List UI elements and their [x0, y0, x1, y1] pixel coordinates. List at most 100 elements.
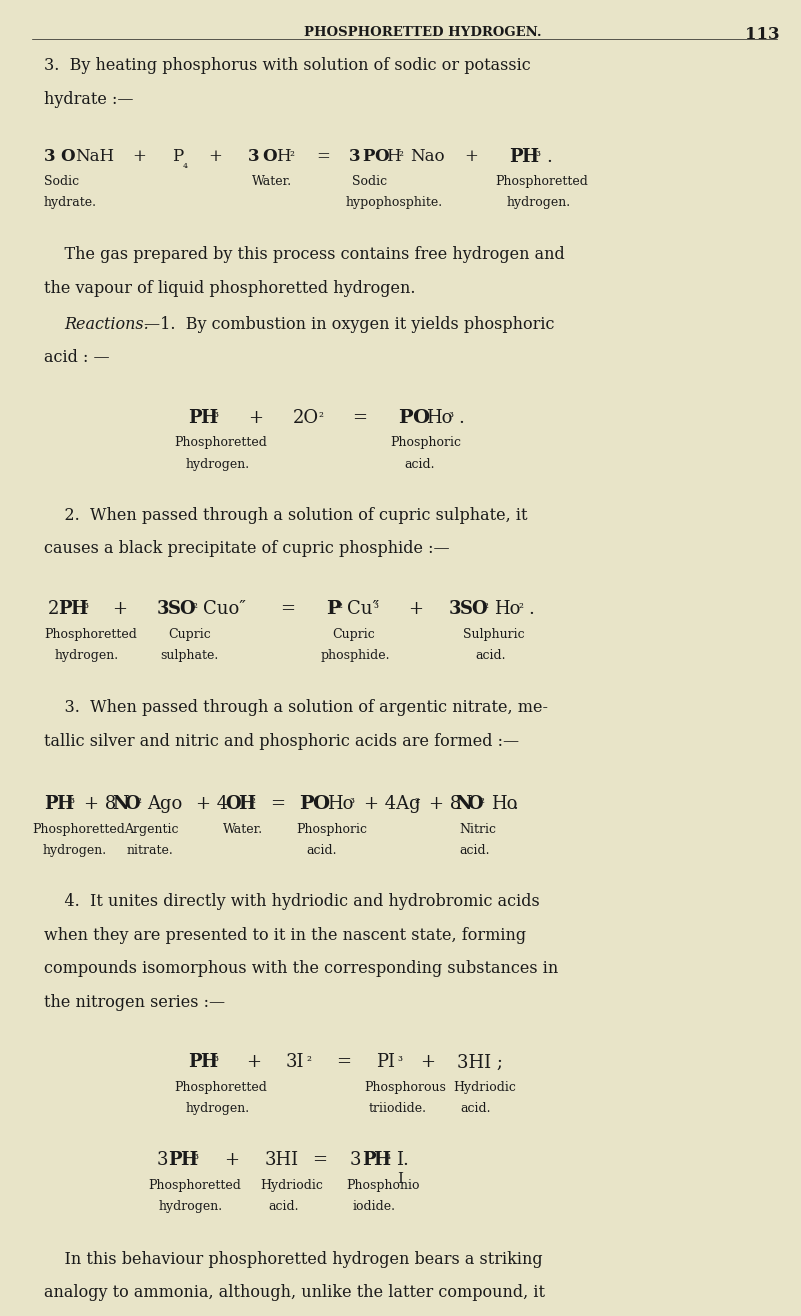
Text: ₃: ₃ — [83, 597, 88, 611]
Text: O: O — [471, 600, 487, 619]
Text: =: = — [352, 409, 368, 426]
Text: iodide.: iodide. — [352, 1200, 396, 1213]
Text: .: . — [458, 409, 464, 426]
Text: P: P — [58, 600, 72, 619]
Text: 2O: 2O — [292, 409, 319, 426]
Text: 3: 3 — [44, 149, 56, 166]
Text: ₃: ₃ — [194, 1149, 199, 1162]
Text: Sodic: Sodic — [352, 175, 388, 188]
Text: .: . — [513, 795, 518, 813]
Text: ₄: ₄ — [183, 158, 187, 171]
Text: P: P — [300, 795, 314, 813]
Text: Phosphoretted: Phosphoretted — [148, 1179, 241, 1192]
Text: Hydriodic: Hydriodic — [260, 1179, 323, 1192]
Text: ₃: ₃ — [373, 597, 378, 611]
Text: P: P — [188, 1053, 202, 1071]
Text: 3: 3 — [449, 600, 461, 619]
Text: hydrogen.: hydrogen. — [54, 649, 119, 662]
Text: ₂: ₂ — [337, 597, 342, 611]
Text: hydrogen.: hydrogen. — [186, 1103, 250, 1116]
Text: H: H — [200, 409, 217, 426]
Text: 3.  When passed through a solution of argentic nitrate, me-: 3. When passed through a solution of arg… — [44, 699, 548, 716]
Text: S: S — [168, 600, 181, 619]
Text: Sodic: Sodic — [44, 175, 79, 188]
Text: =: = — [316, 149, 330, 166]
Text: =: = — [336, 1053, 352, 1071]
Text: O: O — [179, 600, 195, 619]
Text: Nitric: Nitric — [459, 822, 496, 836]
Text: 3: 3 — [156, 1152, 167, 1170]
Text: + 4: + 4 — [196, 795, 228, 813]
Text: Phosphoretted: Phosphoretted — [32, 822, 125, 836]
Text: ₃: ₃ — [214, 1051, 219, 1063]
Text: H: H — [386, 149, 400, 166]
Text: P: P — [398, 409, 413, 426]
Text: ₂: ₂ — [192, 597, 197, 611]
Text: acid.: acid. — [461, 1103, 491, 1116]
Text: Phosphoretted: Phosphoretted — [44, 628, 137, 641]
Text: ₂: ₂ — [306, 1051, 311, 1063]
Text: hydrogen.: hydrogen. — [42, 844, 107, 857]
Text: acid.: acid. — [476, 649, 506, 662]
Text: O: O — [124, 795, 140, 813]
Text: Argentic: Argentic — [124, 822, 179, 836]
Text: Phosphoric: Phosphoric — [296, 822, 368, 836]
Text: when they are presented to it in the nascent state, forming: when they are presented to it in the nas… — [44, 926, 526, 944]
Text: Ho: Ho — [494, 600, 521, 619]
Text: ₂: ₂ — [136, 792, 141, 805]
Text: acid.: acid. — [307, 844, 337, 857]
Text: +: + — [409, 600, 424, 619]
Text: analogy to ammonia, although, unlike the latter compound, it: analogy to ammonia, although, unlike the… — [44, 1284, 545, 1302]
Text: +: + — [246, 1053, 261, 1071]
Text: compounds isomorphous with the corresponding substances in: compounds isomorphous with the correspon… — [44, 961, 558, 976]
Text: Ho: Ho — [426, 409, 453, 426]
Text: O: O — [374, 149, 388, 166]
Text: P: P — [168, 1152, 182, 1170]
Text: NaH: NaH — [75, 149, 115, 166]
Text: P: P — [326, 600, 340, 619]
Text: Water.: Water. — [223, 822, 263, 836]
Text: H: H — [70, 600, 87, 619]
Text: 3: 3 — [348, 149, 360, 166]
Text: I: I — [397, 1171, 404, 1186]
Text: phosphide.: phosphide. — [320, 649, 390, 662]
Text: Cupric: Cupric — [168, 628, 211, 641]
Text: nitrate.: nitrate. — [127, 844, 173, 857]
Text: tallic silver and nitric and phosphoric acids are formed :—: tallic silver and nitric and phosphoric … — [44, 733, 519, 750]
Text: P: P — [362, 1152, 376, 1170]
Text: The gas prepared by this process contains free hydrogen and: The gas prepared by this process contain… — [44, 246, 565, 263]
Text: +: + — [132, 149, 146, 166]
Text: ₂: ₂ — [415, 792, 420, 805]
Text: S: S — [460, 600, 473, 619]
Text: ₂: ₂ — [251, 792, 256, 805]
Text: 3: 3 — [350, 1152, 361, 1170]
Text: O: O — [60, 149, 74, 166]
Text: I.: I. — [396, 1152, 409, 1170]
Text: P: P — [362, 149, 374, 166]
Text: PHOSPHORETTED HYDROGEN.: PHOSPHORETTED HYDROGEN. — [304, 26, 542, 39]
Text: Phosphoretted: Phosphoretted — [175, 1080, 268, 1094]
Text: 3I: 3I — [285, 1053, 304, 1071]
Text: P: P — [509, 149, 522, 166]
Text: + 8: + 8 — [429, 795, 461, 813]
Text: ₂: ₂ — [318, 407, 323, 420]
Text: .: . — [528, 600, 533, 619]
Text: Phosphoretted: Phosphoretted — [175, 437, 268, 449]
Text: PI: PI — [376, 1053, 396, 1071]
Text: 2.  When passed through a solution of cupric sulphate, it: 2. When passed through a solution of cup… — [44, 507, 528, 524]
Text: +: + — [208, 149, 222, 166]
Text: ₃: ₃ — [214, 407, 219, 420]
Text: =: = — [312, 1152, 328, 1170]
Text: 3HI: 3HI — [264, 1152, 299, 1170]
Text: 3.  By heating phosphorus with solution of sodic or potassic: 3. By heating phosphorus with solution o… — [44, 58, 531, 75]
Text: the nitrogen series :—: the nitrogen series :— — [44, 994, 225, 1011]
Text: ₄: ₄ — [385, 1149, 390, 1162]
Text: sulphate.: sulphate. — [160, 649, 219, 662]
Text: acid.: acid. — [405, 458, 435, 471]
Text: P: P — [172, 149, 183, 166]
Text: Phosphoretted: Phosphoretted — [495, 175, 588, 188]
Text: 4.  It unites directly with hydriodic and hydrobromic acids: 4. It unites directly with hydriodic and… — [44, 894, 540, 911]
Text: Ho: Ho — [491, 795, 517, 813]
Text: +: + — [421, 1053, 436, 1071]
Text: ₃: ₃ — [535, 146, 540, 159]
